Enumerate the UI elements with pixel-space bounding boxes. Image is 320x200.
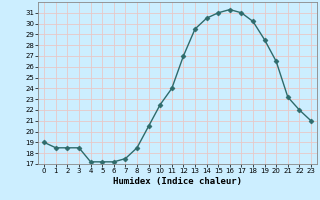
X-axis label: Humidex (Indice chaleur): Humidex (Indice chaleur) [113, 177, 242, 186]
